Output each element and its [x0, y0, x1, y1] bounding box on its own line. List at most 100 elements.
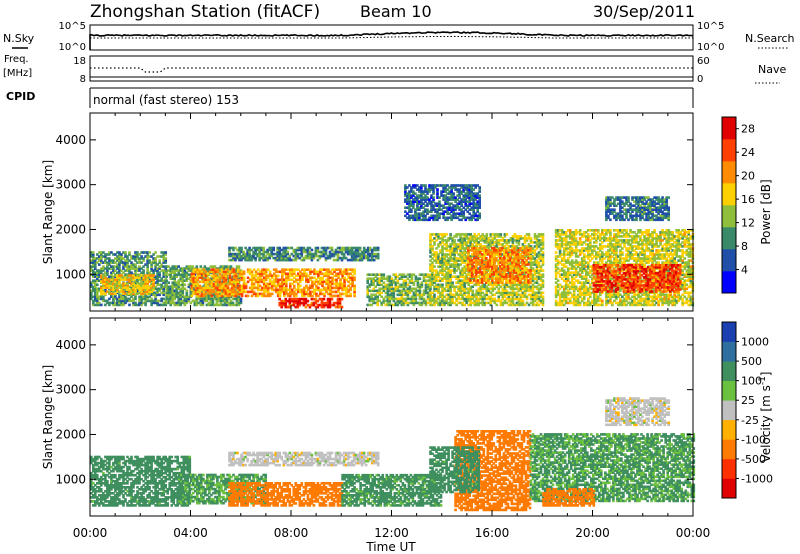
heatmap-cell	[173, 283, 176, 287]
freq-label: Freq.	[4, 54, 29, 65]
heatmap-cell	[189, 265, 193, 268]
heatmap-cell	[162, 279, 165, 282]
heatmap-cell	[160, 251, 163, 254]
heatmap-cell	[158, 255, 161, 258]
heatmap-cell	[272, 246, 275, 250]
heatmap-cell	[140, 297, 143, 301]
heatmap-cell	[142, 282, 145, 285]
heatmap-cell	[118, 303, 121, 307]
heatmap-cell	[169, 301, 172, 305]
heatmap-cell	[138, 288, 141, 291]
heatmap-cell	[144, 303, 147, 307]
heatmap-cell	[132, 303, 135, 307]
heatmap-cell	[142, 301, 145, 305]
heatmap-cell	[134, 281, 137, 284]
heatmap-cell	[138, 301, 141, 305]
heatmap-cell	[183, 279, 187, 282]
heatmap-cell	[148, 261, 151, 264]
heatmap-cell	[102, 276, 105, 279]
heatmap-cell	[110, 288, 113, 291]
heatmap-cell	[158, 293, 161, 297]
heatmap-cell	[154, 251, 157, 254]
heatmap-cell	[100, 290, 103, 293]
heatmap-cell	[128, 271, 131, 274]
heatmap-cell	[120, 284, 123, 287]
heatmap-cell	[158, 273, 161, 276]
heatmap-cell	[116, 284, 119, 287]
heatmap-cell	[229, 265, 233, 268]
heatmap-cell	[92, 255, 95, 258]
heatmap-cell	[146, 271, 149, 274]
heatmap-cell	[177, 273, 180, 276]
heatmap-cell	[138, 286, 141, 289]
heatmap-cell	[235, 301, 239, 305]
heatmap-cell	[92, 275, 95, 278]
heatmap-cell	[148, 259, 151, 262]
heatmap-cell	[106, 286, 109, 289]
heatmap-cell	[146, 292, 149, 295]
heatmap-cell	[114, 301, 117, 305]
heatmap-cell	[94, 281, 97, 284]
heatmap-cell	[154, 257, 157, 260]
heatmap-cell	[106, 280, 109, 283]
heatmap-cell	[124, 255, 127, 258]
heatmap-cell	[132, 299, 135, 303]
heatmap-cell	[156, 273, 159, 276]
heatmap-cell	[162, 257, 165, 260]
heatmap-cell	[106, 267, 109, 270]
heatmap-cell	[114, 295, 117, 299]
heatmap-cell	[193, 299, 197, 303]
heatmap-cell	[112, 259, 115, 262]
heatmap-cell	[187, 265, 191, 268]
heatmap-cell	[90, 265, 93, 268]
heatmap-cell	[118, 261, 121, 264]
sky-noise-line	[89, 31, 694, 50]
heatmap-cell	[96, 253, 99, 256]
heatmap-cell	[94, 263, 97, 266]
heatmap-cell	[118, 269, 121, 272]
heatmap-cell	[150, 290, 153, 293]
heatmap-cell	[120, 255, 123, 258]
heatmap-cell	[102, 269, 105, 272]
heatmap-cell	[138, 295, 141, 299]
heatmap-cell	[152, 284, 155, 287]
heatmap-cell	[221, 303, 225, 307]
heatmap-cell	[162, 291, 165, 295]
heatmap-cell	[330, 246, 334, 250]
heatmap-cell	[173, 295, 176, 299]
heatmap-cell	[142, 257, 145, 260]
heatmap-cell	[268, 270, 272, 274]
heatmap-cell	[146, 295, 149, 299]
heatmap-cell	[92, 259, 95, 262]
heatmap-cell	[148, 271, 151, 274]
heatmap-cell	[110, 259, 113, 262]
heatmap-cell	[132, 274, 135, 277]
heatmap-cell	[175, 281, 178, 284]
heatmap-cell	[98, 269, 101, 272]
heatmap-cell	[136, 276, 139, 279]
heatmap-cell	[140, 292, 143, 295]
heatmap-cell	[112, 292, 115, 295]
heatmap-cell	[162, 261, 165, 264]
heatmap-cell	[122, 290, 125, 293]
heatmap-cell	[154, 265, 157, 268]
heatmap-cell	[191, 299, 195, 303]
heatmap-cell	[106, 278, 109, 281]
heatmap-cell	[185, 291, 189, 295]
heatmap-cell	[122, 303, 125, 307]
heatmap-cell	[126, 274, 129, 277]
heatmap-cell	[114, 261, 117, 264]
heatmap-cell	[527, 233, 531, 236]
heatmap-cell	[122, 271, 125, 274]
heatmap-cell	[126, 288, 129, 291]
heatmap-cell	[175, 283, 178, 287]
heatmap-cell	[513, 246, 516, 250]
heatmap-cell	[92, 257, 95, 260]
heatmap-cell	[146, 257, 149, 260]
heatmap-cell	[152, 288, 155, 291]
heatmap-cell	[90, 269, 93, 272]
heatmap-cell	[90, 251, 93, 254]
heatmap-cell	[223, 301, 227, 305]
heatmap-cell	[181, 267, 185, 270]
heatmap-cell	[209, 299, 213, 303]
